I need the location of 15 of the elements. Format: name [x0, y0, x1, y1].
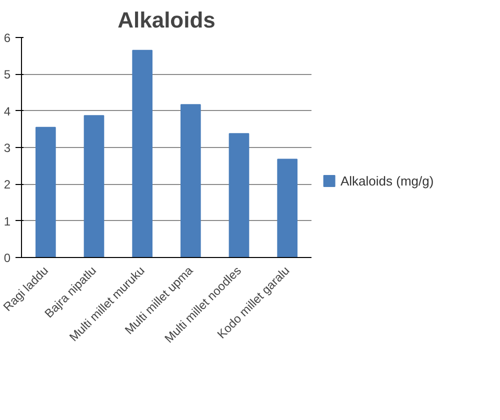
y-tick-label: 5	[4, 68, 11, 82]
bar	[132, 50, 152, 258]
y-tick-label: 1	[4, 214, 11, 228]
chart-title: Alkaloids	[118, 8, 216, 32]
bar	[36, 126, 56, 258]
bar	[84, 115, 104, 258]
y-tick-label: 2	[4, 178, 11, 192]
y-tick-label: 6	[4, 31, 11, 45]
bar	[228, 133, 250, 258]
y-tick-label: 0	[4, 251, 11, 265]
y-tick-label: 3	[4, 141, 11, 155]
legend-label: Alkaloids (mg/g)	[340, 174, 434, 188]
bar	[277, 158, 298, 258]
y-tick-label: 4	[4, 104, 11, 118]
bar	[180, 104, 201, 258]
